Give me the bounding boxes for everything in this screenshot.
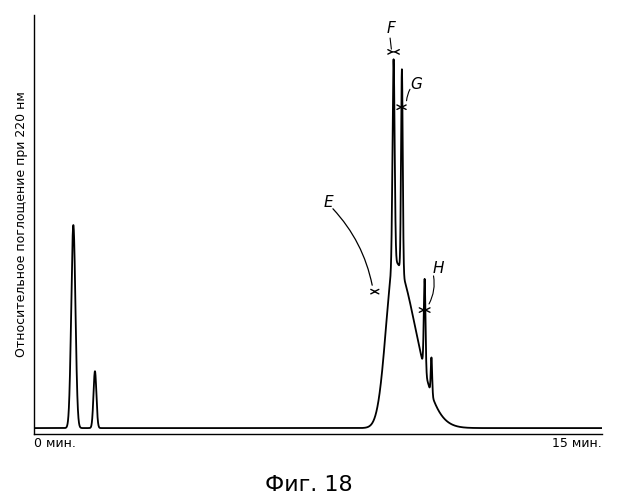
Text: Фиг. 18: Фиг. 18 — [265, 475, 352, 495]
Text: 15 мин.: 15 мин. — [552, 438, 602, 450]
Text: 0 мин.: 0 мин. — [33, 438, 75, 450]
Text: H: H — [433, 261, 444, 276]
Y-axis label: Относительное поглощение при 220 нм: Относительное поглощение при 220 нм — [15, 92, 28, 357]
Text: E: E — [323, 195, 333, 210]
Text: F: F — [387, 22, 395, 36]
Text: G: G — [410, 77, 422, 92]
